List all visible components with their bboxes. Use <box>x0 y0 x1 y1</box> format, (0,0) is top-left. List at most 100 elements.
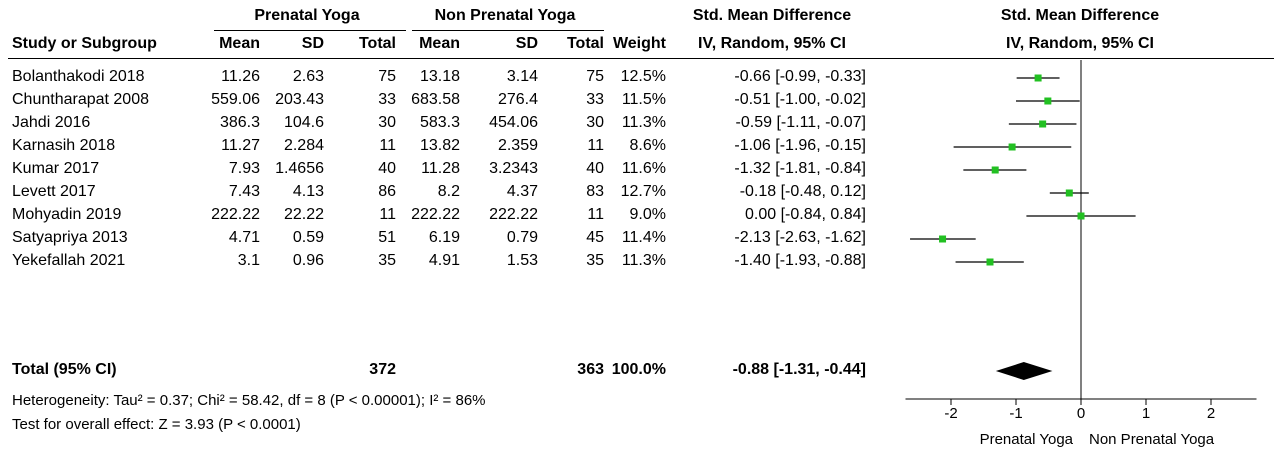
cell-sd2: 3.2343 <box>489 160 538 177</box>
cell-total1: 86 <box>378 183 396 200</box>
cell-total2: 40 <box>586 160 604 177</box>
cell-ci-text: -1.06 [-1.96, -0.15] <box>734 137 866 154</box>
col-header-sd2: SD <box>515 35 538 52</box>
cell-total2: 45 <box>586 229 604 246</box>
col-header-effect-plot: IV, Random, 95% CI <box>1006 35 1154 52</box>
cell-total1: 51 <box>378 229 396 246</box>
cell-mean2: 4.91 <box>428 252 460 269</box>
col-header-study: Study or Subgroup <box>12 35 157 52</box>
cell-sd1: 2.63 <box>292 68 324 85</box>
cell-weight: 11.5% <box>621 91 666 108</box>
point-marker <box>1044 97 1052 105</box>
cell-sd2: 0.79 <box>506 229 538 246</box>
cell-total1: 33 <box>378 91 396 108</box>
cell-weight: 11.4% <box>621 229 666 246</box>
cell-mean1: 386.3 <box>219 114 260 131</box>
cell-weight: 9.0% <box>629 206 666 223</box>
group-underline-experimental <box>214 30 406 31</box>
cell-ci-text: -1.32 [-1.81, -0.84] <box>734 160 866 177</box>
cell-total1: 35 <box>378 252 396 269</box>
col-header-mean2: Mean <box>419 35 460 52</box>
col-header-effect-table: IV, Random, 95% CI <box>698 35 846 52</box>
x-tick-label: -2 <box>944 405 957 422</box>
cell-total2: 75 <box>586 68 604 85</box>
cell-name: Chuntharapat 2008 <box>12 91 149 108</box>
cell-sd1: 203.43 <box>275 91 324 108</box>
point-marker <box>1077 212 1085 220</box>
cell-sd2: 276.4 <box>497 91 538 108</box>
group-header-effect-plot: Std. Mean Difference <box>1000 7 1160 24</box>
cell-sd2: 2.359 <box>497 137 538 154</box>
total-total1: 372 <box>369 361 396 378</box>
cell-total1: 11 <box>379 206 396 223</box>
total-diamond <box>995 362 1053 380</box>
x-tick-label: -1 <box>1009 405 1022 422</box>
cell-sd1: 1.4656 <box>275 160 324 177</box>
cell-sd2: 1.53 <box>506 252 538 269</box>
cell-name: Yekefallah 2021 <box>12 252 126 269</box>
point-marker <box>986 258 994 266</box>
cell-mean1: 7.93 <box>228 160 260 177</box>
cell-name: Bolanthakodi 2018 <box>12 68 145 85</box>
cell-mean1: 11.27 <box>221 137 260 154</box>
cell-sd1: 104.6 <box>283 114 324 131</box>
cell-ci-text: -0.51 [-1.00, -0.02] <box>734 91 866 108</box>
cell-mean2: 583.3 <box>419 114 460 131</box>
x-tick-label: 1 <box>1142 405 1150 422</box>
total-total2: 363 <box>577 361 604 378</box>
point-marker <box>1008 143 1016 151</box>
cell-sd1: 22.22 <box>283 206 324 223</box>
group-header-experimental: Prenatal Yoga <box>254 7 360 24</box>
group-underline-control <box>412 30 604 31</box>
cell-sd2: 4.37 <box>506 183 538 200</box>
cell-weight: 11.6% <box>621 160 666 177</box>
x-tick-label: 2 <box>1207 405 1215 422</box>
col-header-sd1: SD <box>301 35 324 52</box>
cell-sd1: 0.59 <box>292 229 324 246</box>
forest-plot-layer: -2 -1 0 1 2 Prenatal Yoga Non Prenatal Yoga <box>905 60 1257 448</box>
cell-mean2: 683.58 <box>411 91 460 108</box>
cell-total2: 30 <box>586 114 604 131</box>
cell-ci-text: -0.18 [-0.48, 0.12] <box>739 183 866 200</box>
cell-name: Jahdi 2016 <box>12 114 91 131</box>
total-label: Total (95% CI) <box>12 361 117 378</box>
cell-sd2: 222.22 <box>489 206 538 223</box>
cell-total2: 83 <box>586 183 604 200</box>
cell-mean1: 4.71 <box>228 229 260 246</box>
overall-effect-text: Test for overall effect: Z = 3.93 (P < 0… <box>12 416 301 433</box>
cell-mean1: 222.22 <box>211 206 260 223</box>
cell-mean2: 13.82 <box>419 137 460 154</box>
cell-ci-text: 0.00 [-0.84, 0.84] <box>745 206 866 223</box>
cell-total1: 75 <box>378 68 396 85</box>
cell-ci-text: -0.59 [-1.11, -0.07] <box>735 114 866 131</box>
cell-weight: 8.6% <box>629 137 666 154</box>
total-ci: -0.88 [-1.31, -0.44] <box>732 361 866 378</box>
cell-total2: 11 <box>587 206 604 223</box>
cell-mean1: 7.43 <box>228 183 260 200</box>
cell-mean2: 11.28 <box>421 160 460 177</box>
cell-mean2: 13.18 <box>419 68 460 85</box>
cell-name: Karnasih 2018 <box>12 137 116 154</box>
cell-name: Kumar 2017 <box>12 160 100 177</box>
x-tick-label: 0 <box>1077 405 1085 422</box>
cell-sd2: 3.14 <box>506 68 538 85</box>
cell-name: Satyapriya 2013 <box>12 229 128 246</box>
cell-ci-text: -0.66 [-0.99, -0.33] <box>734 68 866 85</box>
cell-sd1: 2.284 <box>283 137 324 154</box>
cell-total2: 35 <box>586 252 604 269</box>
cell-mean1: 3.1 <box>237 252 260 269</box>
col-header-weight: Weight <box>612 35 666 52</box>
cell-mean2: 6.19 <box>428 229 460 246</box>
cell-ci-text: -2.13 [-2.63, -1.62] <box>734 229 866 246</box>
group-header-effect-table: Std. Mean Difference <box>692 7 852 24</box>
cell-total1: 40 <box>378 160 396 177</box>
cell-total1: 30 <box>378 114 396 131</box>
cell-sd1: 4.13 <box>292 183 324 200</box>
point-marker <box>1034 74 1042 82</box>
cell-sd2: 454.06 <box>489 114 538 131</box>
heterogeneity-text: Heterogeneity: Tau² = 0.37; Chi² = 58.42… <box>12 392 486 409</box>
favours-right-label: Non Prenatal Yoga <box>1089 431 1215 448</box>
cell-weight: 12.5% <box>620 68 666 85</box>
favours-left-label: Prenatal Yoga <box>980 431 1074 448</box>
